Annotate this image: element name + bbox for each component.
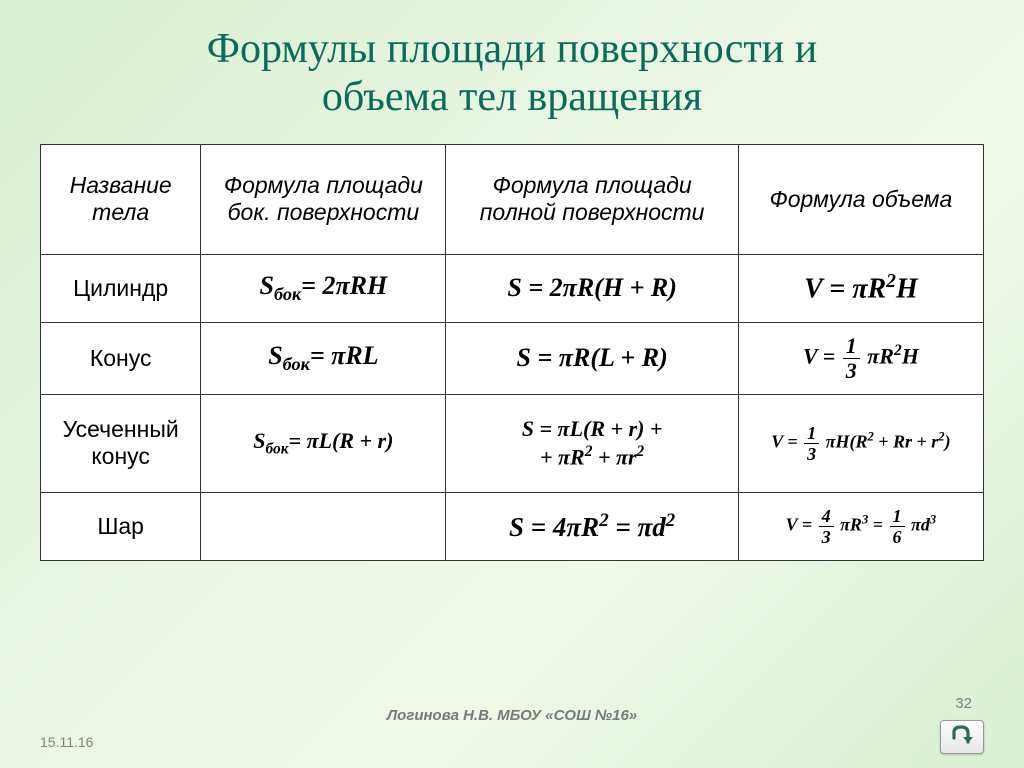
cone-volume: V = 13 πR2H — [738, 322, 983, 394]
row-sphere: Шар S = 4πR2 = πd2 V = 43 πR3 = 16 πd3 — [41, 492, 984, 560]
page-number: 32 — [955, 695, 972, 712]
u-turn-icon — [948, 724, 976, 751]
frustum-total: S = πL(R + r) + + πR2 + πr2 — [446, 394, 738, 492]
footer-credit: Логинова Н.В. МБОУ «СОШ №16» — [0, 707, 1024, 724]
fraction: 43 — [819, 507, 834, 546]
slide-date: 15.11.16 — [40, 734, 93, 750]
rowname-sphere: Шар — [41, 492, 201, 560]
title-line2: объема тел вращения — [322, 74, 702, 120]
row-cylinder: Цилиндр Sбок= 2πRH S = 2πR(H + R) V = πR… — [41, 254, 984, 322]
header-total: Формула площади полной поверхности — [446, 144, 738, 254]
rowname-frustum: Усеченный конус — [41, 394, 201, 492]
rowname-cone: Конус — [41, 322, 201, 394]
header-name: Название тела — [41, 144, 201, 254]
cyl-volume: V = πR2H — [738, 254, 983, 322]
title-line1: Формулы площади поверхности и — [207, 26, 817, 72]
header-lateral: Формула площади бок. поверхности — [201, 144, 446, 254]
sphere-volume: V = 43 πR3 = 16 πd3 — [738, 492, 983, 560]
sphere-total: S = 4πR2 = πd2 — [446, 492, 738, 560]
cyl-lateral: Sбок= 2πRH — [201, 254, 446, 322]
header-volume: Формула объема — [738, 144, 983, 254]
row-frustum: Усеченный конус Sбок= πL(R + r) S = πL(R… — [41, 394, 984, 492]
fraction: 13 — [843, 335, 860, 382]
cyl-total: S = 2πR(H + R) — [446, 254, 738, 322]
frustum-volume: V = 13 πH(R2 + Rr + r2) — [738, 394, 983, 492]
slide-title: Формулы площади поверхности и объема тел… — [40, 25, 984, 122]
frustum-lateral: Sбок= πL(R + r) — [201, 394, 446, 492]
table-header-row: Название тела Формула площади бок. повер… — [41, 144, 984, 254]
fraction: 16 — [890, 507, 905, 546]
slide: Формулы площади поверхности и объема тел… — [0, 0, 1024, 768]
rowname-cylinder: Цилиндр — [41, 254, 201, 322]
row-cone: Конус Sбок= πRL S = πR(L + R) V = 13 πR2… — [41, 322, 984, 394]
cone-total: S = πR(L + R) — [446, 322, 738, 394]
cone-lateral: Sбок= πRL — [201, 322, 446, 394]
formulas-table: Название тела Формула площади бок. повер… — [40, 144, 984, 561]
fraction: 13 — [804, 424, 819, 463]
back-button[interactable] — [940, 720, 984, 754]
sphere-lateral — [201, 492, 446, 560]
